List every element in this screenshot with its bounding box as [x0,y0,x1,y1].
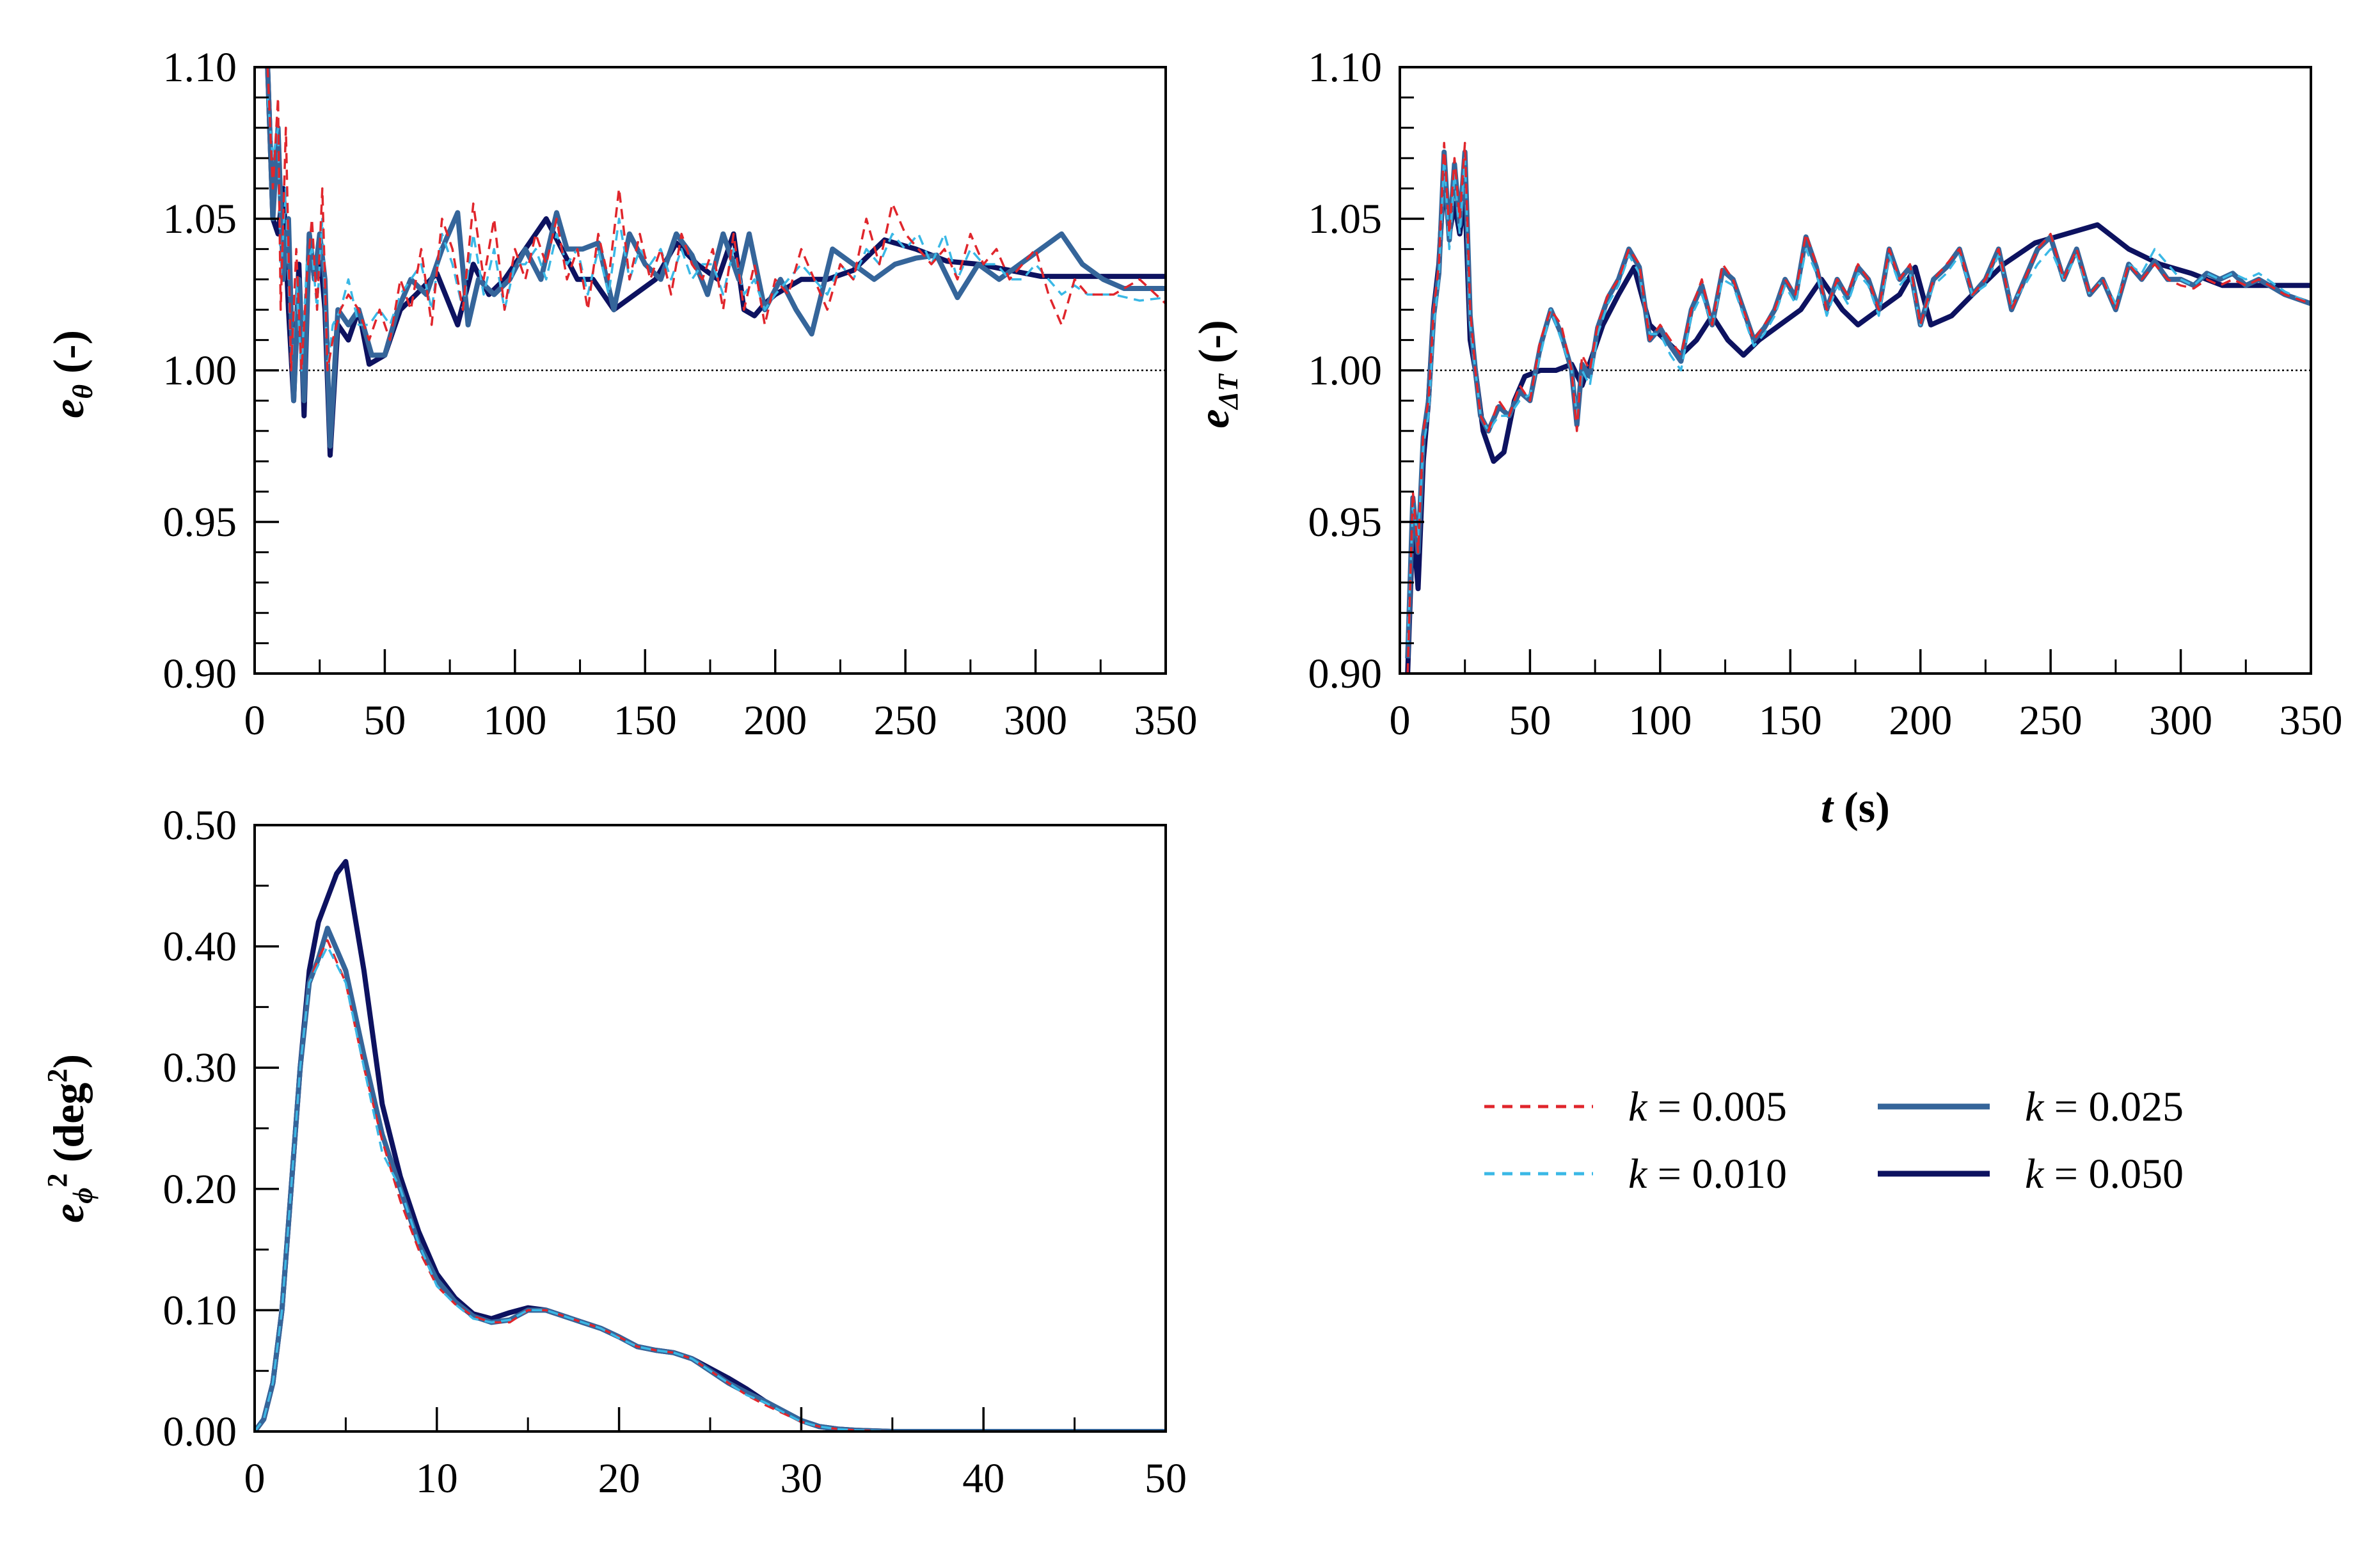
y-tick-label: 0.90 [1308,650,1383,697]
series-line-k005 [1406,141,2311,674]
series-line-k025 [265,67,1166,449]
y-label-unit-end: ) [44,1054,93,1069]
y-label-main: e [1189,409,1238,429]
x-tick-label: 200 [743,697,807,744]
legend: k = 0.005 k = 0.010 k = 0.025 k = 0.050 [1484,1084,2184,1197]
x-tick-label: 20 [598,1455,640,1502]
x-tick-label: 150 [614,697,677,744]
x-label-t: t [1821,783,1834,832]
x-tick-label: 50 [1509,697,1551,744]
x-tick-label: 10 [416,1455,458,1502]
series-line-k010 [266,97,1166,372]
series-line-k010 [255,945,1166,1431]
x-tick-label: 150 [1759,697,1822,744]
chart-e-theta: eθ (-) 0.90 0.95 1.00 1.05 1.10 0 50 100 150 200 2… [44,44,1198,744]
x-tick-label: 0 [244,697,266,744]
y-tick-label: 0.50 [163,802,237,849]
legend-label-k005: k = 0.005 [1628,1084,1787,1130]
y-label-unit: (-) [1189,320,1238,374]
y-tick-label: 0.95 [1308,499,1383,546]
legend-label-k050: k = 0.050 [2025,1151,2184,1197]
y-axis-label-dt: eΔT (-) [1189,320,1244,429]
legend-entry-k010: k = 0.010 [1484,1151,1787,1197]
x-tick-label: 100 [483,697,546,744]
series-line-k025 [255,926,1166,1431]
series-line-k010 [1406,157,2311,643]
x-tick-label: 0 [1390,697,1411,744]
x-tick-label: 350 [2280,697,2343,744]
y-label-sup: 2 [42,1173,73,1187]
legend-entry-k025: k = 0.025 [1878,1084,2184,1130]
y-axis-label-theta: eθ (-) [44,330,99,418]
y-label-sub: θ [67,384,99,399]
series-line-k050 [1405,170,2311,674]
y-tick-label: 0.10 [163,1287,237,1334]
y-tick-label: 0.20 [163,1166,237,1213]
y-tick-label: 1.05 [1308,196,1383,242]
x-tick-label: 350 [1134,697,1198,744]
y-label-main: e [44,1204,93,1223]
x-tick-label: 300 [2149,697,2212,744]
x-label-unit: (s) [1833,783,1890,832]
legend-entry-k050: k = 0.050 [1878,1151,2184,1197]
y-tick-label: 0.30 [163,1045,237,1091]
chart-e-phi-squared: eϕ2 (deg2) 0.000.100.200.300.400.500 10 20… [42,802,1187,1502]
series-group [255,858,1166,1431]
y-tick-label: 0.00 [163,1408,237,1455]
x-tick-label: 100 [1628,697,1692,744]
series-line-k025 [1405,149,2311,659]
y-label-unit: (deg [44,1083,93,1174]
y-tick-label: 1.00 [163,347,237,394]
x-tick-label: 40 [962,1455,1004,1502]
x-axis-label-dt: t (s) [1821,783,1890,832]
x-tick-label: 0 [244,1455,266,1502]
y-label-sub: ΔT [1212,373,1244,411]
x-tick-label: 300 [1004,697,1067,744]
x-tick-label: 200 [1889,697,1952,744]
x-tick-label: 250 [2019,697,2082,744]
plot-frame [253,824,1167,1433]
plot-frame [253,66,1167,675]
series-line-k005 [266,67,1166,372]
x-tick-label: 250 [874,697,937,744]
y-label-sub: ϕ [67,1187,99,1203]
y-tick-label: 0.40 [163,924,237,970]
legend-label-k025: k = 0.025 [2025,1084,2184,1130]
x-tick-label: 50 [363,697,406,744]
series-line-k050 [255,858,1166,1431]
y-tick-label: 1.10 [1308,44,1383,91]
x-tick-label: 50 [1145,1455,1187,1502]
y-axis-label-phi: eϕ2 (deg2) [42,1054,99,1223]
y-tick-label: 0.90 [163,650,237,697]
y-label-unit: (-) [44,330,93,384]
legend-label-k010: k = 0.010 [1628,1151,1787,1197]
y-tick-label: 1.05 [163,196,237,242]
series-group [265,67,1166,458]
legend-entry-k005: k = 0.005 [1484,1084,1787,1130]
y-tick-label: 1.10 [163,44,237,91]
y-label-unit-sup: 2 [42,1069,73,1083]
y-tick-label: 0.95 [163,499,237,546]
x-tick-label: 30 [780,1455,822,1502]
y-tick-label: 1.00 [1308,347,1383,394]
y-label-main: e [44,399,93,418]
chart-e-delta-t: eΔT (-) t (s) 0.90 0.95 1.00 1.05 1.10 0 50 100… [1189,44,2343,832]
series-line-k005 [255,939,1166,1431]
series-group [1405,141,2311,674]
